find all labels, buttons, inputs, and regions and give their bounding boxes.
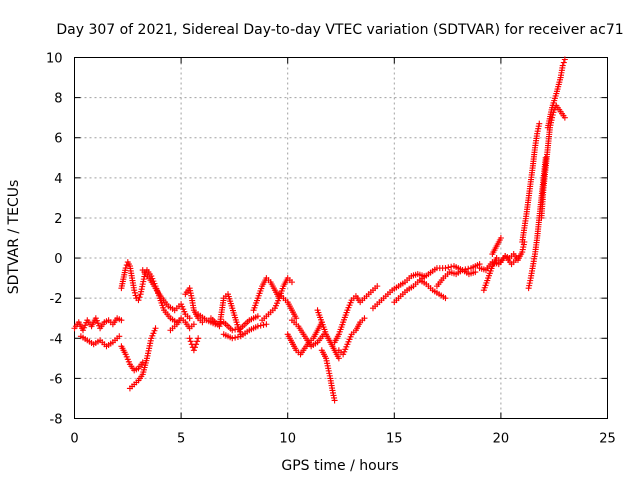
data-point <box>229 327 236 334</box>
data-point <box>331 397 338 404</box>
data-point <box>536 120 543 127</box>
y-tick-label: 2 <box>54 212 62 227</box>
data-point <box>190 347 197 354</box>
data-points <box>71 56 568 404</box>
y-tick-label: -6 <box>50 372 63 387</box>
data-point <box>116 333 123 340</box>
data-point <box>132 292 139 299</box>
data-point <box>118 317 125 324</box>
data-point <box>445 264 452 271</box>
data-point <box>136 294 143 301</box>
data-point <box>559 62 566 69</box>
y-tick-label: -4 <box>50 332 63 347</box>
data-point <box>288 279 295 286</box>
data-point <box>442 265 449 272</box>
data-point <box>442 295 449 302</box>
y-tick-label: -8 <box>50 413 63 428</box>
data-point <box>190 321 197 328</box>
data-point <box>560 59 567 66</box>
x-tick-label: 15 <box>386 432 403 447</box>
x-tick-label: 25 <box>599 432 616 447</box>
data-point <box>193 341 200 348</box>
data-point <box>232 334 239 341</box>
axis-ticks: 0 5 10 15 20 25 -8 -6 -4 -2 0 2 4 6 8 10 <box>46 52 616 447</box>
data-point <box>254 323 261 330</box>
x-tick-label: 20 <box>493 432 510 447</box>
data-point <box>263 321 270 328</box>
data-point <box>152 325 159 332</box>
y-tick-label: 0 <box>54 252 62 267</box>
data-point <box>497 235 504 241</box>
data-point <box>254 313 261 320</box>
data-point <box>260 321 267 328</box>
data-point <box>186 315 193 322</box>
grid-lines <box>74 57 608 419</box>
data-point <box>187 338 194 345</box>
data-point <box>131 289 138 296</box>
data-point <box>293 315 300 322</box>
y-tick-label: -2 <box>50 292 63 307</box>
data-point <box>131 287 138 294</box>
data-point <box>374 283 381 290</box>
y-tick-label: 8 <box>54 92 62 107</box>
data-point <box>194 338 201 345</box>
data-point <box>561 114 568 121</box>
data-point <box>199 319 206 326</box>
y-tick-label: 6 <box>54 132 62 147</box>
x-axis-title: GPS time / hours <box>281 458 398 474</box>
data-point <box>229 335 236 342</box>
y-axis-title: SDTVAR / TECUs <box>6 180 22 295</box>
data-point <box>542 154 549 161</box>
plot-frame <box>74 57 608 419</box>
data-point <box>465 265 472 272</box>
data-point <box>191 344 198 351</box>
data-point <box>135 297 142 304</box>
data-point <box>186 335 193 342</box>
data-point <box>257 322 264 329</box>
x-tick-label: 5 <box>177 432 185 447</box>
data-point <box>335 355 342 362</box>
data-point <box>195 335 202 342</box>
x-tick-label: 0 <box>70 432 78 447</box>
y-tick-label: 10 <box>46 52 63 67</box>
data-point <box>472 269 479 276</box>
data-point <box>514 255 521 262</box>
data-point <box>234 333 241 340</box>
data-point <box>361 315 368 322</box>
y-tick-label: 4 <box>54 172 62 187</box>
chart-title: Day 307 of 2021, Sidereal Day-to-day VTE… <box>56 22 623 38</box>
x-tick-label: 10 <box>279 432 296 447</box>
data-point <box>561 56 568 63</box>
